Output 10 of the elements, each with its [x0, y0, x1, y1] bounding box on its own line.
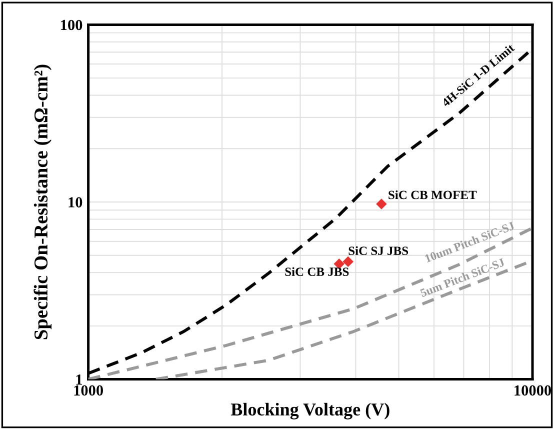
x-axis-title: Blocking Voltage (V)	[230, 402, 390, 420]
annotation: SiC SJ JBS	[348, 246, 408, 256]
y-tick-label: 100	[61, 20, 82, 30]
y-tick-label: 10	[68, 197, 82, 208]
y-tick-label: 1	[76, 374, 82, 385]
annotation: SiC CB JBS	[285, 267, 349, 276]
y-axis-title: Specific On-Resistance (mΩ-cm²)	[34, 64, 52, 340]
x-tick-label: 10000	[514, 385, 552, 396]
annotation: SiC CB MOFET	[388, 190, 477, 200]
x-tick-label: 1000	[74, 385, 103, 396]
